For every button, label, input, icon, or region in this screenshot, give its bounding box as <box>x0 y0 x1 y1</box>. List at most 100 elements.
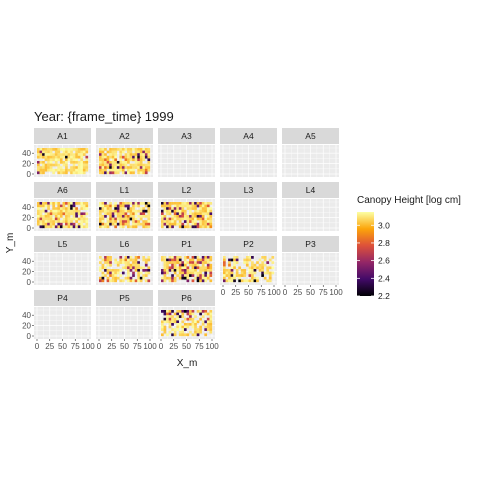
heatmap-cell <box>196 204 200 208</box>
heatmap-cell <box>199 276 202 280</box>
heatmap-cell <box>178 315 182 318</box>
heatmap-cell <box>114 148 117 151</box>
heatmap-cell <box>54 158 58 162</box>
heatmap-cell <box>142 266 146 270</box>
heatmap-cell <box>176 266 179 270</box>
heatmap-cell <box>186 323 190 326</box>
heatmap-cell <box>253 279 257 283</box>
heatmap-cell <box>77 166 81 169</box>
heatmap-cell <box>191 215 195 218</box>
heatmap-cell <box>139 158 143 162</box>
heatmap-cell <box>80 171 84 175</box>
heatmap-cell <box>104 274 107 277</box>
heatmap-cell <box>256 276 259 280</box>
heatmap-cell <box>204 258 208 262</box>
heatmap-cell <box>116 217 120 221</box>
heatmap-cell <box>253 263 257 267</box>
heatmap-cell <box>199 209 202 213</box>
heatmap-cell <box>166 212 169 216</box>
heatmap-cell <box>194 204 197 208</box>
heatmap-cell <box>65 215 68 218</box>
heatmap-cell <box>114 217 117 221</box>
heatmap-cell <box>44 168 48 172</box>
heatmap-cell <box>57 171 61 175</box>
heatmap-cell <box>109 261 112 264</box>
heatmap-cell <box>206 217 210 221</box>
heatmap-cell <box>59 207 63 210</box>
heatmap-cell <box>37 153 40 156</box>
heatmap-cell <box>70 204 73 208</box>
heatmap-cell <box>199 207 202 210</box>
legend-break-label: 2.2 <box>378 291 390 301</box>
heatmap-cell <box>144 168 148 172</box>
heatmap-cell <box>204 266 208 270</box>
legend-break-label: 3.0 <box>378 220 390 230</box>
heatmap-cell <box>176 261 179 264</box>
heatmap-cell <box>47 212 50 216</box>
heatmap-cell <box>147 222 151 226</box>
heatmap-cell <box>186 220 190 223</box>
heatmap-cell <box>225 269 229 272</box>
heatmap-cell <box>114 279 117 283</box>
heatmap-cell <box>39 148 43 151</box>
heatmap-cell <box>119 155 123 159</box>
heatmap-cell <box>70 158 73 162</box>
heatmap-cell <box>99 225 102 229</box>
heatmap-cell <box>137 220 140 223</box>
heatmap-cell <box>129 207 133 210</box>
facet-strip <box>34 182 91 198</box>
heatmap-cell <box>191 202 195 205</box>
heatmap-cell <box>168 212 172 216</box>
heatmap-cell <box>129 256 133 259</box>
heatmap-cell <box>57 220 61 223</box>
heatmap-cell <box>77 168 81 172</box>
heatmap-cell <box>176 222 179 226</box>
heatmap-cell <box>199 312 202 316</box>
heatmap-cell <box>186 266 190 270</box>
heatmap-cell <box>42 204 45 208</box>
heatmap-cell <box>39 161 43 164</box>
facet-strip <box>282 236 339 252</box>
heatmap-cell <box>189 215 192 218</box>
heatmap-cell <box>127 220 130 223</box>
heatmap-cell <box>132 171 135 175</box>
facet-panel-l2: L2 <box>158 182 215 231</box>
heatmap-cell <box>44 155 48 159</box>
heatmap-cell <box>178 202 182 205</box>
heatmap-cell <box>196 320 200 324</box>
heatmap-cell <box>111 150 115 154</box>
heatmap-cell <box>101 158 105 162</box>
heatmap-cell <box>209 212 213 216</box>
heatmap-cell <box>44 153 48 156</box>
heatmap-cell <box>163 263 167 267</box>
heatmap-cell <box>129 155 133 159</box>
heatmap-cell <box>142 163 146 167</box>
heatmap-cell <box>109 217 112 221</box>
heatmap-cell <box>233 258 236 262</box>
facet-panel-p4: P4 <box>34 290 91 339</box>
heatmap-cell <box>114 258 117 262</box>
heatmap-cell <box>99 207 102 210</box>
x-tick-label: 100 <box>267 288 281 297</box>
heatmap-cell <box>101 279 105 283</box>
heatmap-cell <box>111 222 115 226</box>
heatmap-cell <box>129 158 133 162</box>
heatmap-cell <box>168 207 172 210</box>
heatmap-cell <box>228 279 231 283</box>
heatmap-cell <box>201 215 205 218</box>
heatmap-cell <box>163 269 167 272</box>
heatmap-cell <box>173 209 177 213</box>
heatmap-cell <box>178 263 182 267</box>
heatmap-cell <box>191 261 195 264</box>
heatmap-cell <box>101 163 105 167</box>
heatmap-cells <box>161 256 213 283</box>
heatmap-cell <box>62 168 66 172</box>
heatmap-cell <box>47 166 50 169</box>
chart-title: Year: {frame_time} 1999 <box>34 109 174 124</box>
heatmap-cell <box>132 155 135 159</box>
heatmap-cell <box>168 220 172 223</box>
heatmap-cell <box>44 204 48 208</box>
heatmap-cell <box>147 220 151 223</box>
heatmap-cell <box>251 256 254 259</box>
